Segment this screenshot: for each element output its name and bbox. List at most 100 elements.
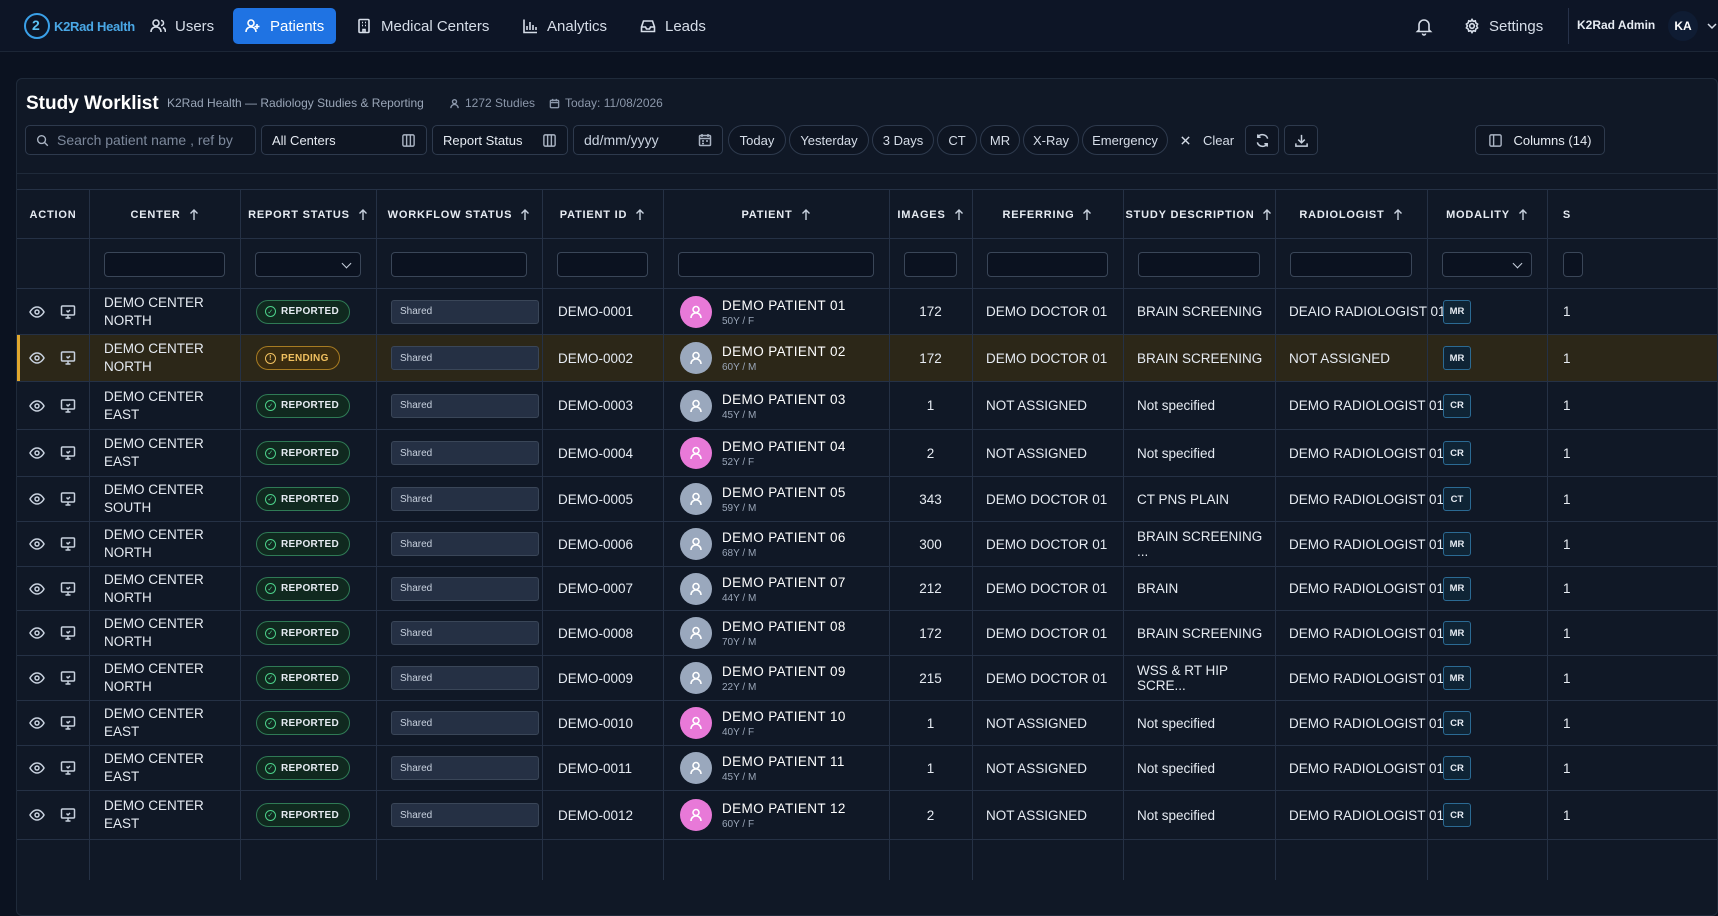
table-row[interactable]: DEMO CENTER NORTH! PENDING Shared DEMO-0002 D… [17,335,1717,382]
column-filter-select[interactable] [255,252,361,277]
patient-name[interactable]: DEMO PATIENT 12 [722,801,846,816]
patient-name[interactable]: DEMO PATIENT 04 [722,439,846,454]
view-eye-icon[interactable] [29,807,45,823]
patient-name[interactable]: DEMO PATIENT 10 [722,709,846,724]
view-eye-icon[interactable] [29,670,45,686]
view-eye-icon[interactable] [29,536,45,552]
column-filter-input[interactable] [391,252,527,277]
nav-patients[interactable]: Patients [233,8,337,44]
patient-name[interactable]: DEMO PATIENT 01 [722,297,846,313]
patient-name[interactable]: DEMO PATIENT 09 [722,664,846,679]
open-viewer-monitor-icon[interactable] [60,715,76,731]
open-viewer-monitor-icon[interactable] [60,304,76,320]
sort-arrow-icon[interactable] [954,209,964,221]
view-eye-icon[interactable] [29,398,45,414]
workflow-status-select[interactable]: Shared [391,576,539,601]
nav-analytics[interactable]: Analytics [510,8,619,44]
patient-name[interactable]: DEMO PATIENT 06 [722,530,846,545]
patient-name[interactable]: DEMO PATIENT 02 [722,344,846,359]
view-eye-icon[interactable] [29,350,45,366]
column-filter-select[interactable] [1442,252,1532,277]
column-filter-input[interactable] [987,252,1108,277]
table-row[interactable]: DEMO CENTER NORTH ✓ REPORTED Shared DEMO-0001… [17,289,1717,335]
filter-mr[interactable]: MR [980,125,1020,155]
column-filter-input[interactable] [557,252,648,277]
open-viewer-monitor-icon[interactable] [60,581,76,597]
column-header[interactable]: REFERRING [972,190,1123,240]
workflow-status-select[interactable]: Shared [391,299,539,324]
filter-yesterday[interactable]: Yesterday [789,125,869,155]
workflow-status-select[interactable]: Shared [391,393,539,418]
workflow-status-select[interactable]: Shared [391,756,539,780]
table-row[interactable]: DEMO CENTER NORTH ✓ REPORTED Shared DEMO-0008… [17,611,1717,656]
column-filter-input[interactable] [1138,252,1260,277]
nav-medical-centers[interactable]: Medical Centers [344,8,501,44]
columns-button[interactable]: Columns (14) [1475,125,1605,155]
column-header[interactable]: PATIENT ID [542,190,663,240]
open-viewer-monitor-icon[interactable] [60,536,76,552]
patient-name[interactable]: DEMO PATIENT 11 [722,754,845,769]
column-header[interactable]: IMAGES [889,190,972,240]
open-viewer-monitor-icon[interactable] [60,350,76,366]
open-viewer-monitor-icon[interactable] [60,760,76,776]
sort-arrow-icon[interactable] [520,209,530,221]
table-row[interactable]: DEMO CENTER NORTH ✓ REPORTED Shared DEMO-0007… [17,567,1717,611]
user-avatar[interactable]: KA [1668,11,1698,41]
workflow-status-select[interactable]: Shared [391,666,539,690]
filter-3-days[interactable]: 3 Days [872,125,934,155]
table-row[interactable]: DEMO CENTER EAST ✓ REPORTED Shared DEMO-0012 D… [17,791,1717,840]
sort-arrow-icon[interactable] [1082,209,1092,221]
column-filter-input[interactable] [1290,252,1412,277]
view-eye-icon[interactable] [29,491,45,507]
table-row[interactable]: DEMO CENTER EAST ✓ REPORTED Shared DEMO-0003 D… [17,382,1717,430]
table-row[interactable]: DEMO CENTER NORTH ✓ REPORTED Shared DEMO-0006… [17,522,1717,567]
app-logo[interactable]: K2Rad Health [24,12,135,40]
table-row[interactable]: DEMO CENTER NORTH ✓ REPORTED Shared DEMO-0009… [17,656,1717,701]
open-viewer-monitor-icon[interactable] [60,625,76,641]
sort-arrow-icon[interactable] [189,209,199,221]
table-row[interactable]: DEMO CENTER EAST ✓ REPORTED Shared DEMO-0010 D… [17,701,1717,746]
filter-ct[interactable]: CT [937,125,977,155]
patient-name[interactable]: DEMO PATIENT 08 [722,619,846,634]
clear-filters-button[interactable]: Clear [1180,125,1234,155]
sort-arrow-icon[interactable] [358,209,368,221]
view-eye-icon[interactable] [29,625,45,641]
sort-arrow-icon[interactable] [1518,209,1528,221]
table-row[interactable]: DEMO CENTER EAST ✓ REPORTED Shared DEMO-0004 D… [17,430,1717,477]
view-eye-icon[interactable] [29,581,45,597]
column-header[interactable]: REPORT STATUS [240,190,376,240]
open-viewer-monitor-icon[interactable] [60,670,76,686]
notifications-button[interactable] [1414,16,1434,36]
sort-arrow-icon[interactable] [1262,209,1272,221]
refresh-button[interactable] [1245,125,1279,155]
settings-button[interactable]: Settings [1464,8,1543,44]
column-filter-input[interactable] [678,252,874,277]
table-row[interactable]: DEMO CENTER SOUTH ✓ REPORTED Shared DEMO-0005… [17,477,1717,522]
patient-name[interactable]: DEMO PATIENT 05 [722,485,846,500]
patient-name[interactable]: DEMO PATIENT 03 [722,391,846,407]
open-viewer-monitor-icon[interactable] [60,398,76,414]
column-filter-input[interactable] [104,252,225,277]
download-button[interactable] [1284,125,1318,155]
patient-name[interactable]: DEMO PATIENT 07 [722,574,846,590]
workflow-status-select[interactable]: Shared [391,487,539,511]
nav-users[interactable]: Users [138,8,226,44]
workflow-status-select[interactable]: Shared [391,711,539,735]
open-viewer-monitor-icon[interactable] [60,445,76,461]
filter-today[interactable]: Today [728,125,786,155]
workflow-status-select[interactable]: Shared [391,803,539,827]
chevron-down-icon[interactable] [1706,20,1718,32]
open-viewer-monitor-icon[interactable] [60,807,76,823]
column-filter-input[interactable] [1563,252,1583,277]
workflow-status-select[interactable]: Shared [391,621,539,645]
view-eye-icon[interactable] [29,715,45,731]
view-eye-icon[interactable] [29,760,45,776]
view-eye-icon[interactable] [29,304,45,320]
column-header[interactable]: S [1547,190,1587,240]
view-eye-icon[interactable] [29,445,45,461]
centers-select[interactable]: All Centers [261,125,427,155]
nav-leads[interactable]: Leads [628,8,718,44]
sort-arrow-icon[interactable] [635,209,645,221]
column-header[interactable]: WORKFLOW STATUS [376,190,542,240]
column-header[interactable]: CENTER [89,190,240,240]
